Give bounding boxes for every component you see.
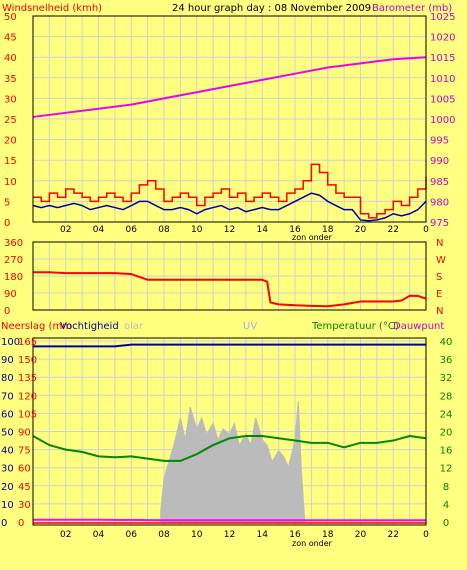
solar-tick-label: 135 (18, 373, 37, 384)
baro-tick-label: 975 (430, 218, 449, 229)
x-tick-label: 14 (257, 530, 269, 540)
baro-tick-label: 980 (430, 197, 449, 208)
solar-tick-label: 45 (18, 482, 31, 493)
x-tick-label: 22 (388, 225, 399, 235)
wind-tick-label: 0 (4, 218, 10, 229)
x-tick-label: 10 (191, 530, 203, 540)
humidity-tick-label: 80 (1, 373, 14, 384)
wind-tick-label: 20 (4, 136, 17, 147)
compass-tick-label: W (436, 255, 446, 266)
wind-tick-label: 15 (4, 156, 17, 167)
direction-tick-label: 0 (4, 306, 10, 317)
temperature-axis-label: Temperatuur (°C) (311, 321, 399, 332)
x-tick-label: 06 (126, 530, 138, 540)
x-tick-label: 02 (60, 225, 71, 235)
compass-tick-label: N (436, 306, 443, 317)
wind-tick-label: 25 (4, 115, 17, 126)
humidity-tick-label: 70 (1, 391, 14, 402)
humidity-tick-label: 10 (1, 500, 14, 511)
baro-tick-label: 1000 (430, 115, 455, 126)
humidity-tick-label: 90 (1, 355, 14, 366)
sunset-label-top: zon onder (292, 233, 333, 242)
compass-tick-label: N (436, 238, 443, 249)
solar-legend-label: olar (124, 321, 144, 332)
baro-tick-label: 990 (430, 156, 449, 167)
temperature-tick-label: 12 (440, 464, 453, 475)
direction-tick-label: 90 (4, 289, 17, 300)
solar-tick-label: 75 (18, 446, 31, 457)
temperature-tick-label: 40 (440, 337, 453, 348)
humidity-tick-label: 30 (1, 464, 14, 475)
x-tick-label: 20 (355, 225, 367, 235)
direction-tick-label: 180 (4, 272, 23, 283)
x-tick-label: 06 (126, 225, 138, 235)
wind-tick-label: 35 (4, 74, 17, 85)
temperature-tick-label: 0 (443, 518, 449, 529)
dewpoint-axis-label: Dauwpunt (393, 321, 444, 332)
x-tick-label: 12 (224, 530, 235, 540)
x-tick-label: 12 (224, 225, 235, 235)
humidity-tick-label: 60 (1, 409, 14, 420)
temperature-tick-label: 4 (443, 500, 449, 511)
sunset-label-bottom: zon onder (292, 539, 333, 548)
baro-tick-label: 1020 (430, 33, 455, 44)
chart-title: 24 hour graph day : 08 November 2009 (172, 3, 371, 14)
solar-tick-label: 165 (18, 337, 37, 348)
wind-speed-axis-label: Windsnelheid (kmh) (2, 3, 102, 14)
solar-tick-label: 120 (18, 391, 37, 402)
compass-tick-label: S (436, 272, 442, 283)
solar-tick-label: 30 (18, 500, 31, 511)
baro-tick-label: 1015 (430, 53, 455, 64)
humidity-axis-label: Vochtigheid (60, 321, 119, 332)
solar-tick-label: 150 (18, 355, 37, 366)
temperature-tick-label: 36 (440, 355, 453, 366)
direction-tick-label: 270 (4, 255, 23, 266)
x-tick-label: 0 (423, 530, 429, 540)
solar-tick-label: 60 (18, 464, 31, 475)
wind-tick-label: 30 (4, 94, 17, 105)
x-tick-label: 10 (191, 225, 203, 235)
x-tick-label: 04 (93, 225, 105, 235)
uv-legend-label: UV (243, 321, 257, 332)
temperature-tick-label: 28 (440, 391, 453, 402)
humidity-tick-label: 0 (1, 518, 7, 529)
temperature-tick-label: 8 (443, 482, 449, 493)
wind-tick-label: 40 (4, 53, 17, 64)
solar-tick-label: 90 (18, 428, 31, 439)
x-tick-label: 02 (60, 530, 71, 540)
humidity-tick-label: 20 (1, 482, 14, 493)
baro-tick-label: 985 (430, 177, 449, 188)
x-tick-label: 04 (93, 530, 105, 540)
x-tick-label: 22 (388, 530, 399, 540)
solar-tick-label: 105 (18, 409, 37, 420)
temperature-tick-label: 16 (440, 446, 453, 457)
direction-tick-label: 360 (4, 238, 23, 249)
wind-tick-label: 10 (4, 177, 17, 188)
barometer-axis-label: Barometer (mb) (372, 3, 452, 14)
temperature-tick-label: 20 (440, 428, 453, 439)
x-tick-label: 14 (257, 225, 269, 235)
wind-tick-label: 45 (4, 33, 17, 44)
humidity-tick-label: 40 (1, 446, 14, 457)
baro-tick-label: 995 (430, 136, 449, 147)
compass-tick-label: E (436, 289, 442, 300)
temperature-tick-label: 24 (440, 409, 453, 420)
temperature-tick-label: 32 (440, 373, 453, 384)
solar-tick-label: 0 (18, 518, 24, 529)
baro-tick-label: 1010 (430, 74, 455, 85)
x-tick-label: 08 (158, 530, 170, 540)
humidity-tick-label: 50 (1, 428, 14, 439)
x-tick-label: 0 (423, 225, 429, 235)
baro-tick-label: 1005 (430, 94, 455, 105)
x-tick-label: 08 (158, 225, 170, 235)
wind-tick-label: 5 (4, 197, 10, 208)
x-tick-label: 20 (355, 530, 367, 540)
